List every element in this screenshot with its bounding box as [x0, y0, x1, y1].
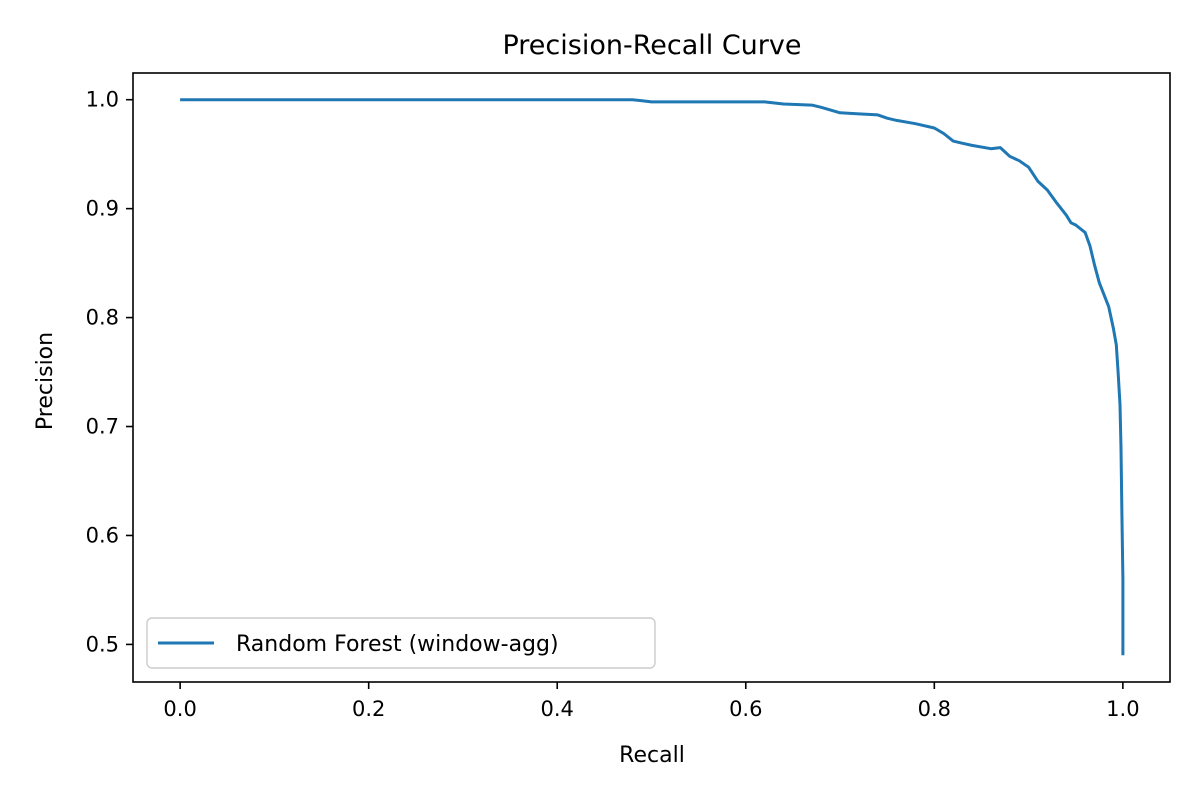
plot-area	[180, 98, 1125, 656]
axis-ticks: 0.0 0.2 0.4 0.6 0.8 1.0 0.5 0.6 0.7 0.8 0.9 1.0	[86, 88, 1140, 721]
legend-label: Random Forest (window-agg)	[236, 632, 559, 657]
x-tick-label: 0.0	[163, 697, 196, 721]
x-tick-label: 0.8	[918, 697, 951, 721]
legend-box	[146, 617, 656, 669]
y-tick-label: 0.6	[86, 523, 119, 547]
y-axis-label: Precision	[33, 332, 58, 430]
y-tick-label: 0.8	[86, 306, 119, 330]
x-tick-label: 0.4	[541, 697, 574, 721]
y-tick-label: 0.9	[86, 197, 119, 221]
y-tick-label: 0.7	[86, 415, 119, 439]
y-tick-label: 0.5	[86, 632, 119, 656]
x-tick-label: 0.2	[352, 697, 385, 721]
axes-frame	[132, 72, 1171, 683]
chart-title: Precision-Recall Curve	[502, 30, 801, 61]
series-line-random-forest	[180, 98, 1125, 656]
x-axis-label: Recall	[619, 743, 685, 768]
x-tick-label: 0.6	[729, 697, 762, 721]
legend: Random Forest (window-agg)	[146, 617, 656, 669]
x-tick-label: 1.0	[1106, 697, 1139, 721]
y-tick-label: 1.0	[86, 88, 119, 112]
